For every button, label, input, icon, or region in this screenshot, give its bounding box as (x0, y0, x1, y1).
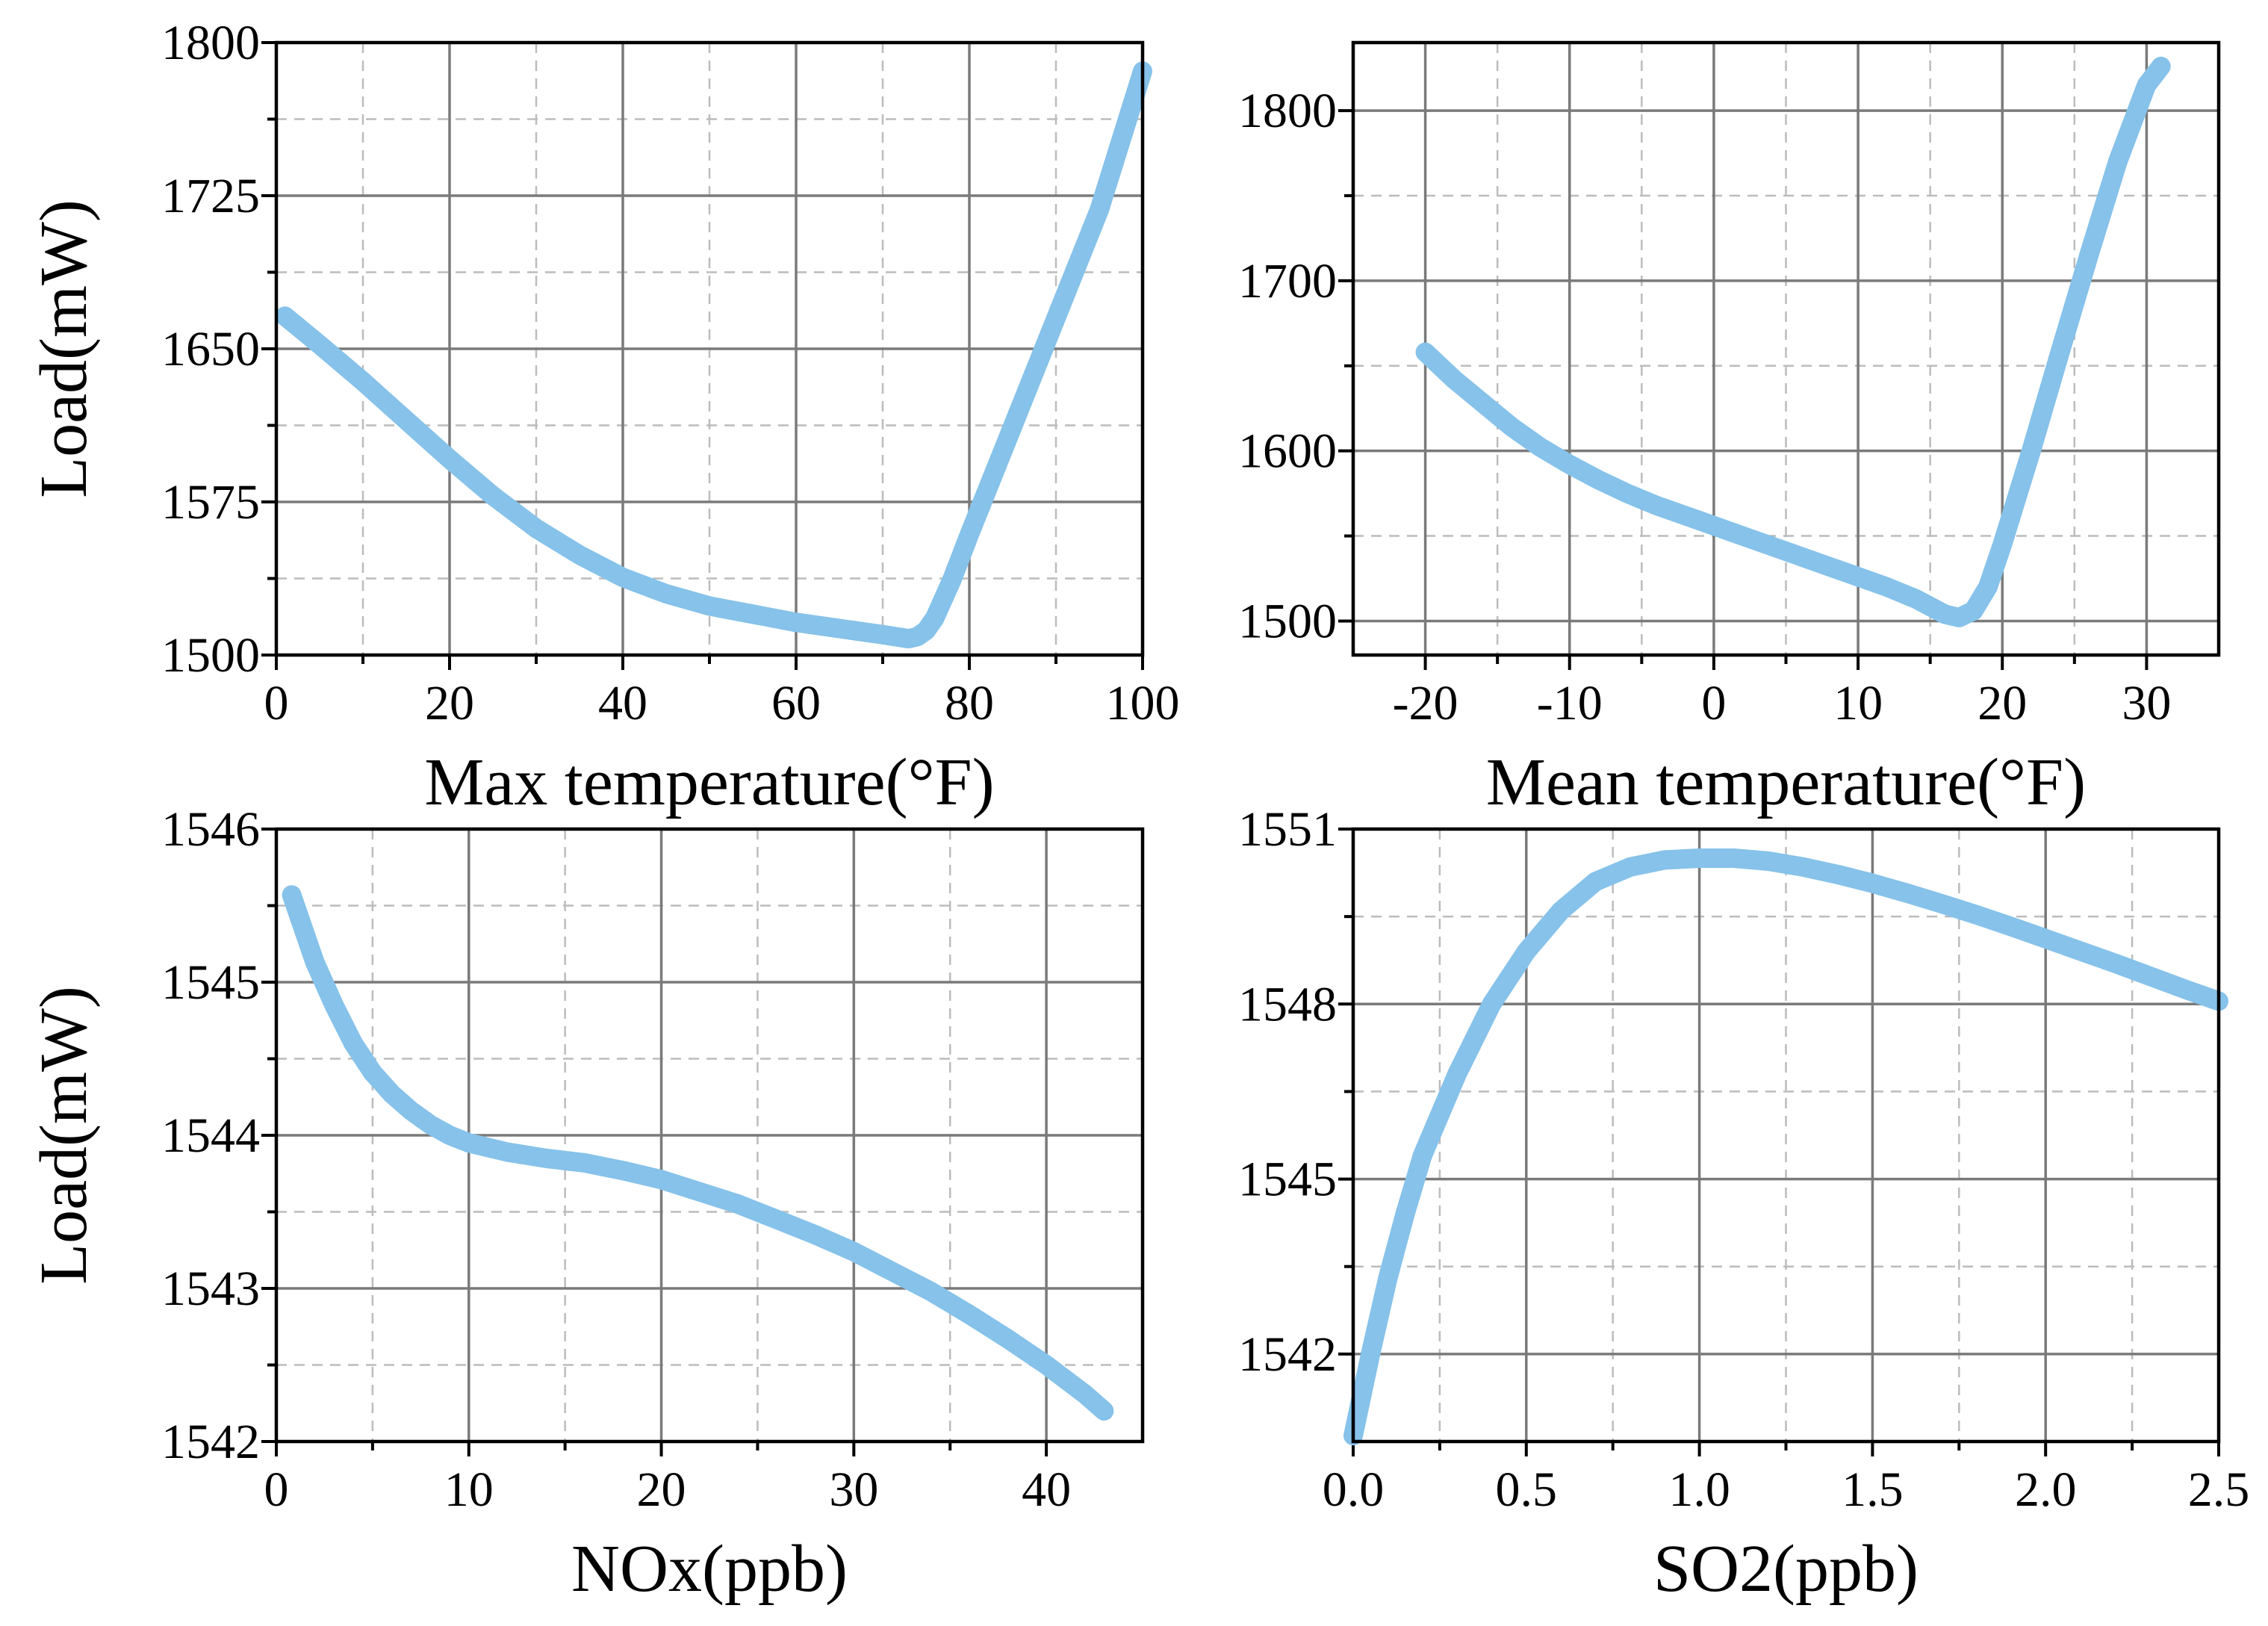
x-tick-label: 60 (771, 676, 821, 730)
x-tick-label: 0 (264, 1462, 289, 1517)
x-axis-title: NOx(ppb) (571, 1532, 848, 1606)
x-axis-title: Mean temperature(°F) (1486, 745, 2086, 819)
x-tick-label: 0 (1701, 676, 1726, 730)
panel-4: 0.0 0.5 1.0 1.5 2.0 2.5 1542 1545 1548 1551 SO2(pp… (1238, 802, 2249, 1606)
series-line-load (282, 885, 1114, 1421)
y-tick-label: 1700 (1238, 254, 1337, 308)
y-tick-label: 1575 (161, 475, 260, 530)
x-tick-label: 40 (1022, 1462, 1071, 1517)
x-tick-label: 20 (425, 676, 474, 730)
plot-frame (274, 827, 1145, 1444)
panel-3: 0 10 20 30 40 1542 1543 1544 1545 1546 NOx(ppb) Loa… (27, 802, 1145, 1606)
x-tick-label: 30 (2122, 676, 2171, 730)
x-tick-label: 100 (1106, 676, 1180, 730)
plot-frame (1351, 827, 2221, 1444)
y-tick-label: 1551 (1238, 802, 1337, 857)
y-tick-label: 1544 (161, 1108, 260, 1163)
y-tick-label: 1545 (161, 955, 260, 1010)
y-axis-title: Load(mW) (27, 986, 101, 1285)
x-tick-label: 20 (1977, 676, 2027, 730)
x-tick-label: 80 (945, 676, 994, 730)
y-tick-label: 1542 (1238, 1327, 1337, 1382)
x-tick-label: 30 (829, 1462, 878, 1517)
y-tick-label: 1545 (1238, 1152, 1337, 1207)
x-tick-label: 2.0 (2015, 1462, 2077, 1517)
y-tick-label: 1548 (1238, 977, 1337, 1031)
y-tick-label: 1650 (161, 322, 260, 376)
y-tick-label: 1725 (161, 169, 260, 223)
x-tick-label: 20 (637, 1462, 686, 1517)
y-tick-label: 1500 (161, 628, 260, 683)
series-line-load (275, 61, 1152, 649)
x-tick-label: 10 (1833, 676, 1883, 730)
y-tick-label: 1542 (161, 1415, 260, 1469)
y-tick-label: 1543 (161, 1262, 260, 1316)
series-line-load (1343, 848, 2228, 1446)
x-tick-label: 0.5 (1496, 1462, 1558, 1517)
y-tick-label: 1500 (1238, 594, 1337, 648)
x-axis-title: Max temperature(°F) (424, 745, 994, 819)
x-tick-label: 1.5 (1842, 1462, 1904, 1517)
x-tick-label: -20 (1393, 676, 1458, 730)
x-axis-title: SO2(ppb) (1653, 1532, 1919, 1606)
x-tick-label: 10 (444, 1462, 494, 1517)
x-tick-label: 0 (264, 676, 289, 730)
panel-2: -20 -10 0 10 20 30 1500 1600 1700 1800 Mean temper… (1238, 40, 2221, 819)
x-tick-label: -10 (1537, 676, 1603, 730)
series-line-load (1415, 56, 2171, 627)
y-axis-title: Load(mW) (27, 199, 101, 498)
y-tick-label: 1546 (161, 802, 260, 857)
panel-1: 0 20 40 60 80 100 1500 1575 1650 1725 1800 Max temp… (27, 16, 1180, 819)
x-tick-label: 40 (598, 676, 647, 730)
y-tick-label: 1800 (1238, 84, 1337, 138)
plot-frame (1351, 40, 2221, 657)
y-tick-label: 1800 (161, 16, 260, 70)
plot-frame (274, 40, 1145, 657)
y-tick-label: 1600 (1238, 424, 1337, 479)
x-tick-label: 1.0 (1668, 1462, 1730, 1517)
x-tick-label: 2.5 (2188, 1462, 2250, 1517)
x-tick-label: 0.0 (1323, 1462, 1385, 1517)
